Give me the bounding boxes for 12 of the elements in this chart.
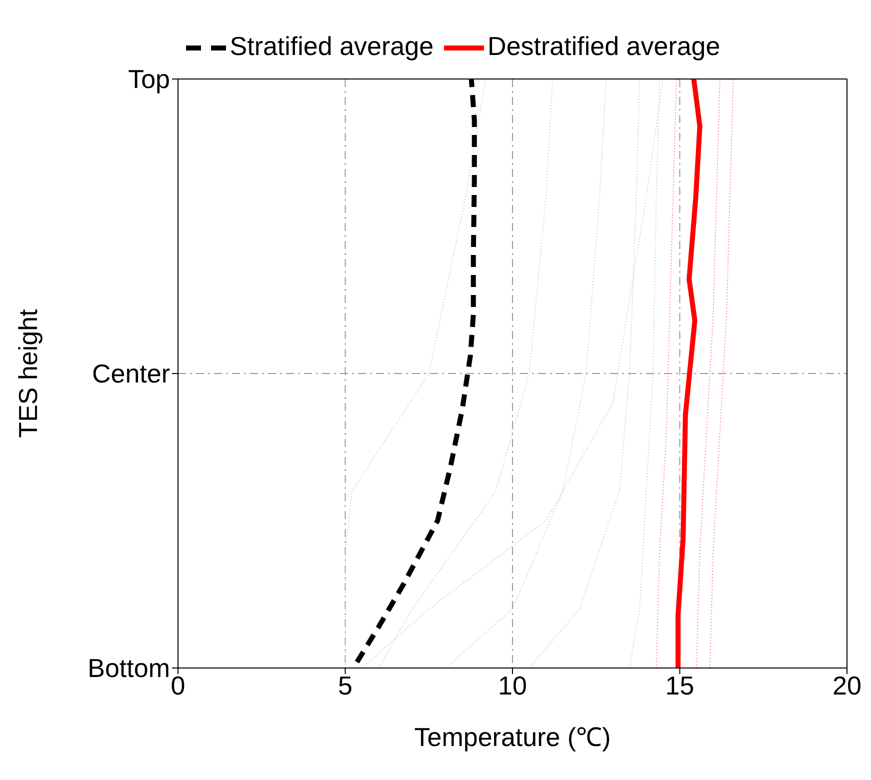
text: Bottom — [88, 653, 170, 684]
text: Center — [92, 358, 170, 389]
x-axis-title: Temperature (℃) — [414, 722, 611, 752]
x-tick-label: 0 — [170, 670, 186, 700]
legend-label: Destratified average — [488, 30, 720, 61]
legend-label: Stratified average — [230, 30, 434, 61]
y-axis-title: TES height — [13, 308, 44, 438]
x-tick-label: 10 — [498, 670, 527, 700]
x-tick-label: 20 — [832, 670, 862, 700]
x-tick-label: 5 — [338, 670, 352, 700]
x-tick-label: 15 — [665, 670, 694, 700]
text: Top — [128, 64, 170, 94]
